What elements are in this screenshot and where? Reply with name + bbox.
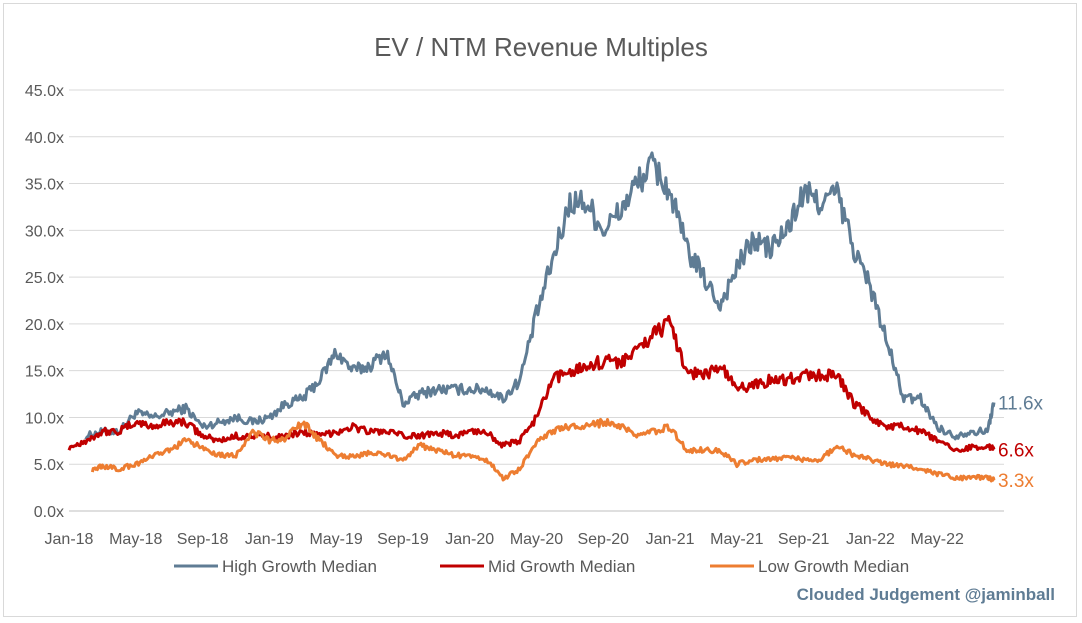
y-tick-label: 25.0x [25,270,64,287]
x-tick-label: May-18 [109,531,162,548]
y-tick-label: 0.0x [34,504,64,521]
y-tick-label: 10.0x [25,410,64,427]
series-end-label: 11.6x [998,393,1044,414]
legend-label: Mid Growth Median [488,557,635,576]
watermark-text: Clouded Judgement @jaminball [797,585,1055,604]
x-axis-tick-labels: Jan-18 May-18 Sep-18 Jan-19 May-19 Sep-19 Jan-… [45,531,964,548]
line-chart: EV / NTM Revenue Multiples 0.0x 5.0x 10.0x… [25,32,1055,604]
y-axis-tick-labels: 0.0x 5.0x 10.0x 15.0x 20.0x 25.0x 30.0x 35.0x 40… [25,83,64,521]
x-tick-label: May-22 [911,531,964,548]
y-tick-label: 40.0x [25,130,64,147]
gridlines [69,89,1004,512]
legend: High Growth Median Mid Growth Median Low G… [174,557,909,576]
legend-label: Low Growth Median [758,557,909,576]
x-tick-label: May-21 [710,531,763,548]
x-tick-label: Jan-22 [846,531,895,548]
legend-label: High Growth Median [222,557,377,576]
y-tick-label: 20.0x [25,317,64,334]
x-tick-label: Sep-18 [177,531,229,548]
x-tick-label: Jan-18 [45,531,94,548]
x-tick-label: May-20 [510,531,563,548]
series-end-label: 6.6x [998,440,1034,461]
series-line [67,314,996,453]
y-tick-label: 35.0x [25,177,64,194]
x-tick-label: Jan-20 [445,531,494,548]
chart-title: EV / NTM Revenue Multiples [374,32,708,62]
y-tick-label: 5.0x [34,457,64,474]
x-tick-label: Sep-21 [778,531,830,548]
series-end-labels: 11.6x 6.6x 3.3x [998,393,1044,492]
y-tick-label: 30.0x [25,223,64,240]
y-tick-label: 15.0x [25,364,64,381]
y-tick-label: 45.0x [25,83,64,100]
chart-frame: EV / NTM Revenue Multiples 0.0x 5.0x 10.0x… [3,3,1077,617]
series-line [90,417,996,483]
x-tick-label: Sep-19 [377,531,429,548]
x-tick-label: Jan-19 [245,531,294,548]
series-lines [67,151,996,483]
series-end-label: 3.3x [998,471,1034,492]
x-tick-label: May-19 [309,531,362,548]
series-line [84,151,996,441]
x-tick-label: Sep-20 [577,531,629,548]
x-tick-label: Jan-21 [646,531,695,548]
